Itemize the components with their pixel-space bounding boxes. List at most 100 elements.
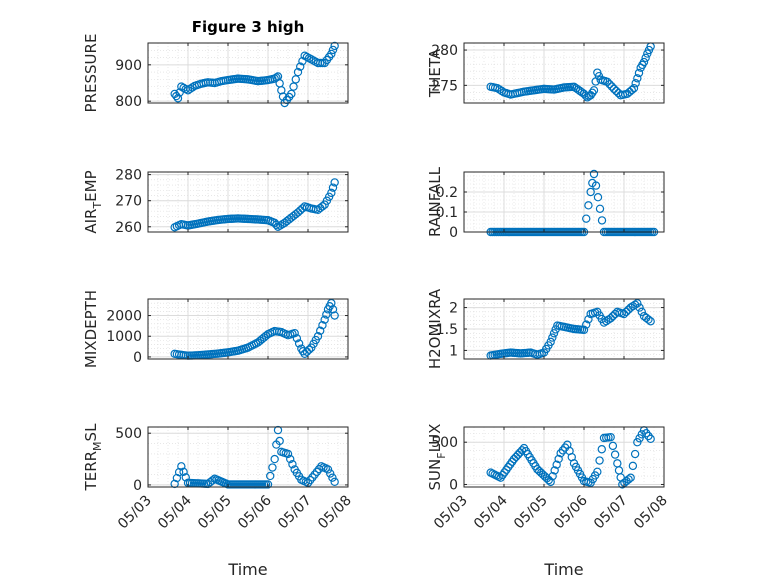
data-point — [619, 309, 629, 319]
data-point — [588, 88, 597, 97]
data-point — [275, 436, 284, 446]
data-point — [320, 315, 329, 324]
y-tick-label: 800 — [115, 94, 142, 110]
data-point — [286, 454, 295, 464]
data-point — [495, 85, 504, 94]
y-axis-label: SUNFLUX — [426, 424, 448, 491]
data-point — [327, 298, 336, 308]
data-point — [595, 456, 604, 465]
y-tick-label: 0.1 — [436, 205, 458, 221]
data-point — [330, 178, 339, 187]
data-point — [310, 470, 319, 479]
data-series — [170, 425, 339, 489]
data-series — [170, 298, 339, 360]
data-series — [486, 42, 655, 102]
data-point — [646, 434, 655, 444]
data-point — [296, 62, 305, 71]
y-axis-label: MIXDEPTH — [82, 290, 100, 368]
y-axis-label: THETA — [426, 48, 444, 98]
data-point — [608, 311, 618, 321]
data-point — [208, 476, 217, 485]
y-tick-label: 280 — [431, 43, 458, 59]
x-tick-label: 05/05 — [511, 493, 551, 533]
data-point — [298, 56, 307, 66]
data-point — [328, 45, 338, 55]
data-point — [268, 463, 277, 472]
y-axis-label: PRESSURE — [82, 34, 100, 113]
data-point — [593, 192, 603, 202]
data-point — [550, 466, 559, 475]
data-point — [608, 441, 618, 451]
figure-title: Figure 3 high — [192, 18, 305, 36]
data-point — [183, 86, 193, 95]
data-point — [173, 94, 183, 103]
data-point — [609, 84, 619, 94]
data-point — [610, 450, 620, 459]
data-point — [288, 460, 297, 469]
data-point — [517, 446, 527, 455]
data-point — [330, 311, 339, 320]
data-point — [606, 314, 615, 323]
y-tick-label: 0 — [449, 477, 458, 493]
data-point — [629, 83, 639, 93]
data-point — [634, 68, 644, 78]
y-tick-label: 1.5 — [436, 322, 458, 338]
axes-box — [147, 171, 349, 233]
data-point — [639, 57, 649, 67]
data-point — [552, 460, 561, 469]
data-point — [591, 181, 601, 190]
data-point — [328, 305, 338, 314]
data-point — [174, 467, 184, 477]
data-point — [633, 299, 642, 308]
data-point — [628, 461, 638, 471]
data-point — [554, 454, 563, 464]
data-point — [179, 467, 188, 477]
y-tick-label: 2000 — [106, 309, 142, 325]
x-tick-label: 05/06 — [551, 492, 591, 532]
data-point — [304, 345, 314, 354]
data-point — [493, 83, 502, 93]
data-point — [626, 473, 635, 482]
y-tick-label: 0 — [133, 350, 142, 366]
data-point — [605, 79, 614, 89]
data-point — [177, 462, 186, 471]
x-tick-label: 05/08 — [315, 493, 355, 533]
y-tick-label: 900 — [115, 58, 142, 74]
data-point — [289, 82, 298, 91]
data-point — [300, 349, 309, 359]
x-tick-label: 05/04 — [471, 492, 511, 532]
data-point — [270, 454, 279, 464]
data-point — [631, 79, 640, 88]
x-tick-label: 05/03 — [431, 493, 471, 533]
data-point — [326, 469, 335, 478]
data-point — [263, 480, 273, 489]
y-axis-label: AIRTEMP — [82, 170, 104, 233]
data-point — [626, 303, 635, 312]
data-point — [316, 58, 325, 68]
data-point — [597, 445, 606, 454]
data-point — [292, 334, 302, 343]
data-point — [290, 328, 299, 338]
axes-box — [463, 426, 665, 488]
data-point — [291, 75, 300, 84]
data-point — [323, 465, 333, 474]
data-point — [641, 53, 650, 63]
data-point — [287, 89, 296, 99]
data-point — [294, 339, 304, 348]
data-point — [316, 326, 325, 335]
data-point — [630, 300, 640, 309]
x-tick-label: 05/05 — [195, 493, 235, 533]
data-point — [181, 473, 190, 482]
x-axis-label: Time — [543, 560, 583, 579]
data-point — [328, 473, 337, 482]
y-tick-label: 275 — [431, 78, 458, 94]
data-point — [595, 204, 605, 213]
data-point — [318, 321, 327, 330]
data-point — [584, 315, 593, 324]
axes-box — [463, 42, 665, 104]
data-point — [630, 449, 640, 459]
data-point — [612, 86, 621, 96]
y-axis-label: H2OMIXRA — [426, 288, 444, 369]
data-point — [584, 201, 593, 210]
